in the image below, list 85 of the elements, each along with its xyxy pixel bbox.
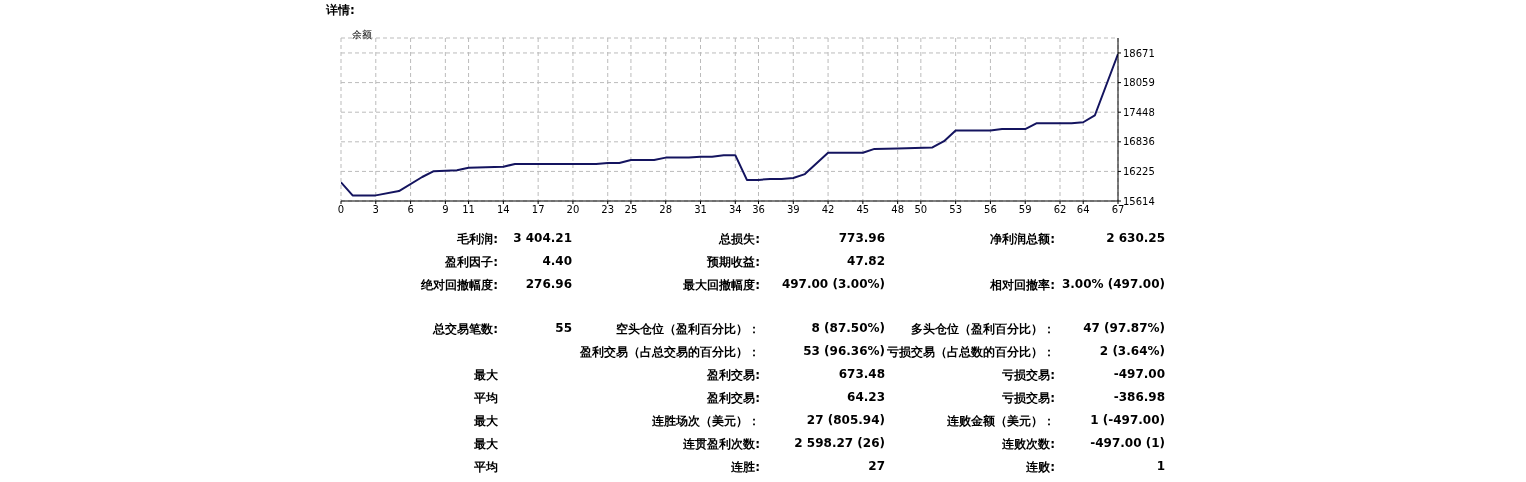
text: -497.00 (1113, 367, 1165, 381)
text: 53 (96.36%) (803, 344, 885, 358)
x-tick-label: 28 (659, 204, 673, 216)
text: 4.40 (542, 254, 572, 268)
text: 47 (97.87%) (1083, 321, 1165, 335)
text: 最大 (473, 436, 498, 453)
x-tick-label: 67 (1111, 204, 1125, 216)
text: 2 630.25 (1106, 231, 1165, 245)
text: 预期收益: (707, 255, 760, 269)
text: 最大 (473, 413, 498, 430)
x-tick-label: 23 (601, 204, 615, 216)
x-tick-label: 20 (566, 204, 580, 216)
text: 8 (87.50%) (811, 321, 885, 335)
text: 3.00% (497.00) (1061, 277, 1165, 291)
text: 连贯盈利次数: (683, 437, 760, 451)
text: 3 404.21 (513, 231, 572, 245)
text: 27 (805.94) (806, 413, 885, 427)
x-tick-label: 11 (462, 204, 475, 216)
x-tick-label: 17 (531, 204, 545, 216)
x-tick-label: 36 (752, 204, 765, 216)
text: 连败: (1026, 460, 1055, 474)
y-tick-label: 17448 (1123, 106, 1155, 118)
line-series (341, 52, 1118, 197)
text: 亏损交易: (1002, 391, 1055, 405)
text: 盈利交易: (707, 368, 760, 382)
text: 64.23 (847, 390, 885, 404)
text: 空头仓位（盈利百分比）： (616, 322, 760, 336)
x-tick-label: 0 (337, 204, 345, 216)
x-tick-label: 48 (891, 204, 905, 216)
x-tick-label: 64 (1076, 204, 1090, 216)
text: 连败金额（美元）： (947, 414, 1055, 428)
x-tick-label: 56 (984, 204, 997, 216)
text: 盈利交易（占总交易的百分比）： (579, 344, 760, 361)
x-tick-label: 31 (694, 204, 707, 216)
text: 773.96 (838, 231, 885, 245)
text: 平均 (473, 459, 498, 476)
text: 最大 (473, 367, 498, 384)
text: 净利润总额: (990, 232, 1055, 246)
y-tick-label: 18671 (1123, 47, 1155, 59)
x-tick-label: 62 (1053, 204, 1067, 216)
text: 毛利润: (456, 231, 498, 248)
text: 连败次数: (1002, 437, 1055, 451)
x-tick-label: 14 (496, 204, 510, 216)
text: -497.00 (1) (1090, 436, 1165, 450)
text: 相对回撤率: (990, 278, 1055, 292)
x-tick-label: 42 (821, 204, 835, 216)
text: 余额 (352, 29, 372, 40)
text: 亏损交易: (1002, 368, 1055, 382)
text: 27 (868, 459, 885, 473)
x-tick-label: 34 (728, 204, 742, 216)
text: 总交易笔数: (431, 321, 498, 338)
x-tick-label: 59 (1018, 204, 1032, 216)
y-tick-label: 15614 (1123, 195, 1155, 207)
text: 47.82 (847, 254, 885, 268)
text: 673.48 (838, 367, 885, 381)
x-tick-label: 50 (914, 204, 928, 216)
x-tick-label: 53 (949, 204, 963, 216)
x-tick-label: 25 (624, 204, 638, 216)
text: 497.00 (3.00%) (781, 277, 885, 291)
y-tick-label: 16225 (1123, 165, 1155, 177)
x-tick-label: 45 (856, 204, 870, 216)
x-tick-label: 9 (442, 204, 449, 216)
text: 276.96 (525, 277, 572, 291)
text: 多头仓位（盈利百分比）： (911, 322, 1055, 336)
text: 连胜: (731, 460, 760, 474)
text: 2 (3.64%) (1099, 344, 1165, 358)
y-tick-label: 16836 (1123, 136, 1155, 148)
text: 绝对回撤幅度: (420, 277, 498, 294)
text: 盈利交易: (707, 391, 760, 405)
text: 盈利因子: (444, 254, 498, 271)
x-tick-label: 3 (372, 204, 379, 216)
text: -386.98 (1113, 390, 1165, 404)
x-tick-label: 6 (407, 204, 414, 216)
text: 1 (1156, 459, 1165, 473)
text: 总损失: (719, 232, 760, 246)
text: 亏损交易（占总数的百分比）： (887, 345, 1055, 359)
text: 2 598.27 (26) (794, 436, 885, 450)
text: 最大回撤幅度: (683, 278, 760, 292)
y-tick-label: 18059 (1123, 77, 1155, 89)
text: 1 (-497.00) (1090, 413, 1165, 427)
text: 连胜场次（美元）： (652, 414, 760, 428)
text: 平均 (473, 390, 498, 407)
x-tick-label: 39 (786, 204, 800, 216)
text: 55 (555, 321, 572, 335)
chart-title: 详情: (326, 2, 355, 19)
